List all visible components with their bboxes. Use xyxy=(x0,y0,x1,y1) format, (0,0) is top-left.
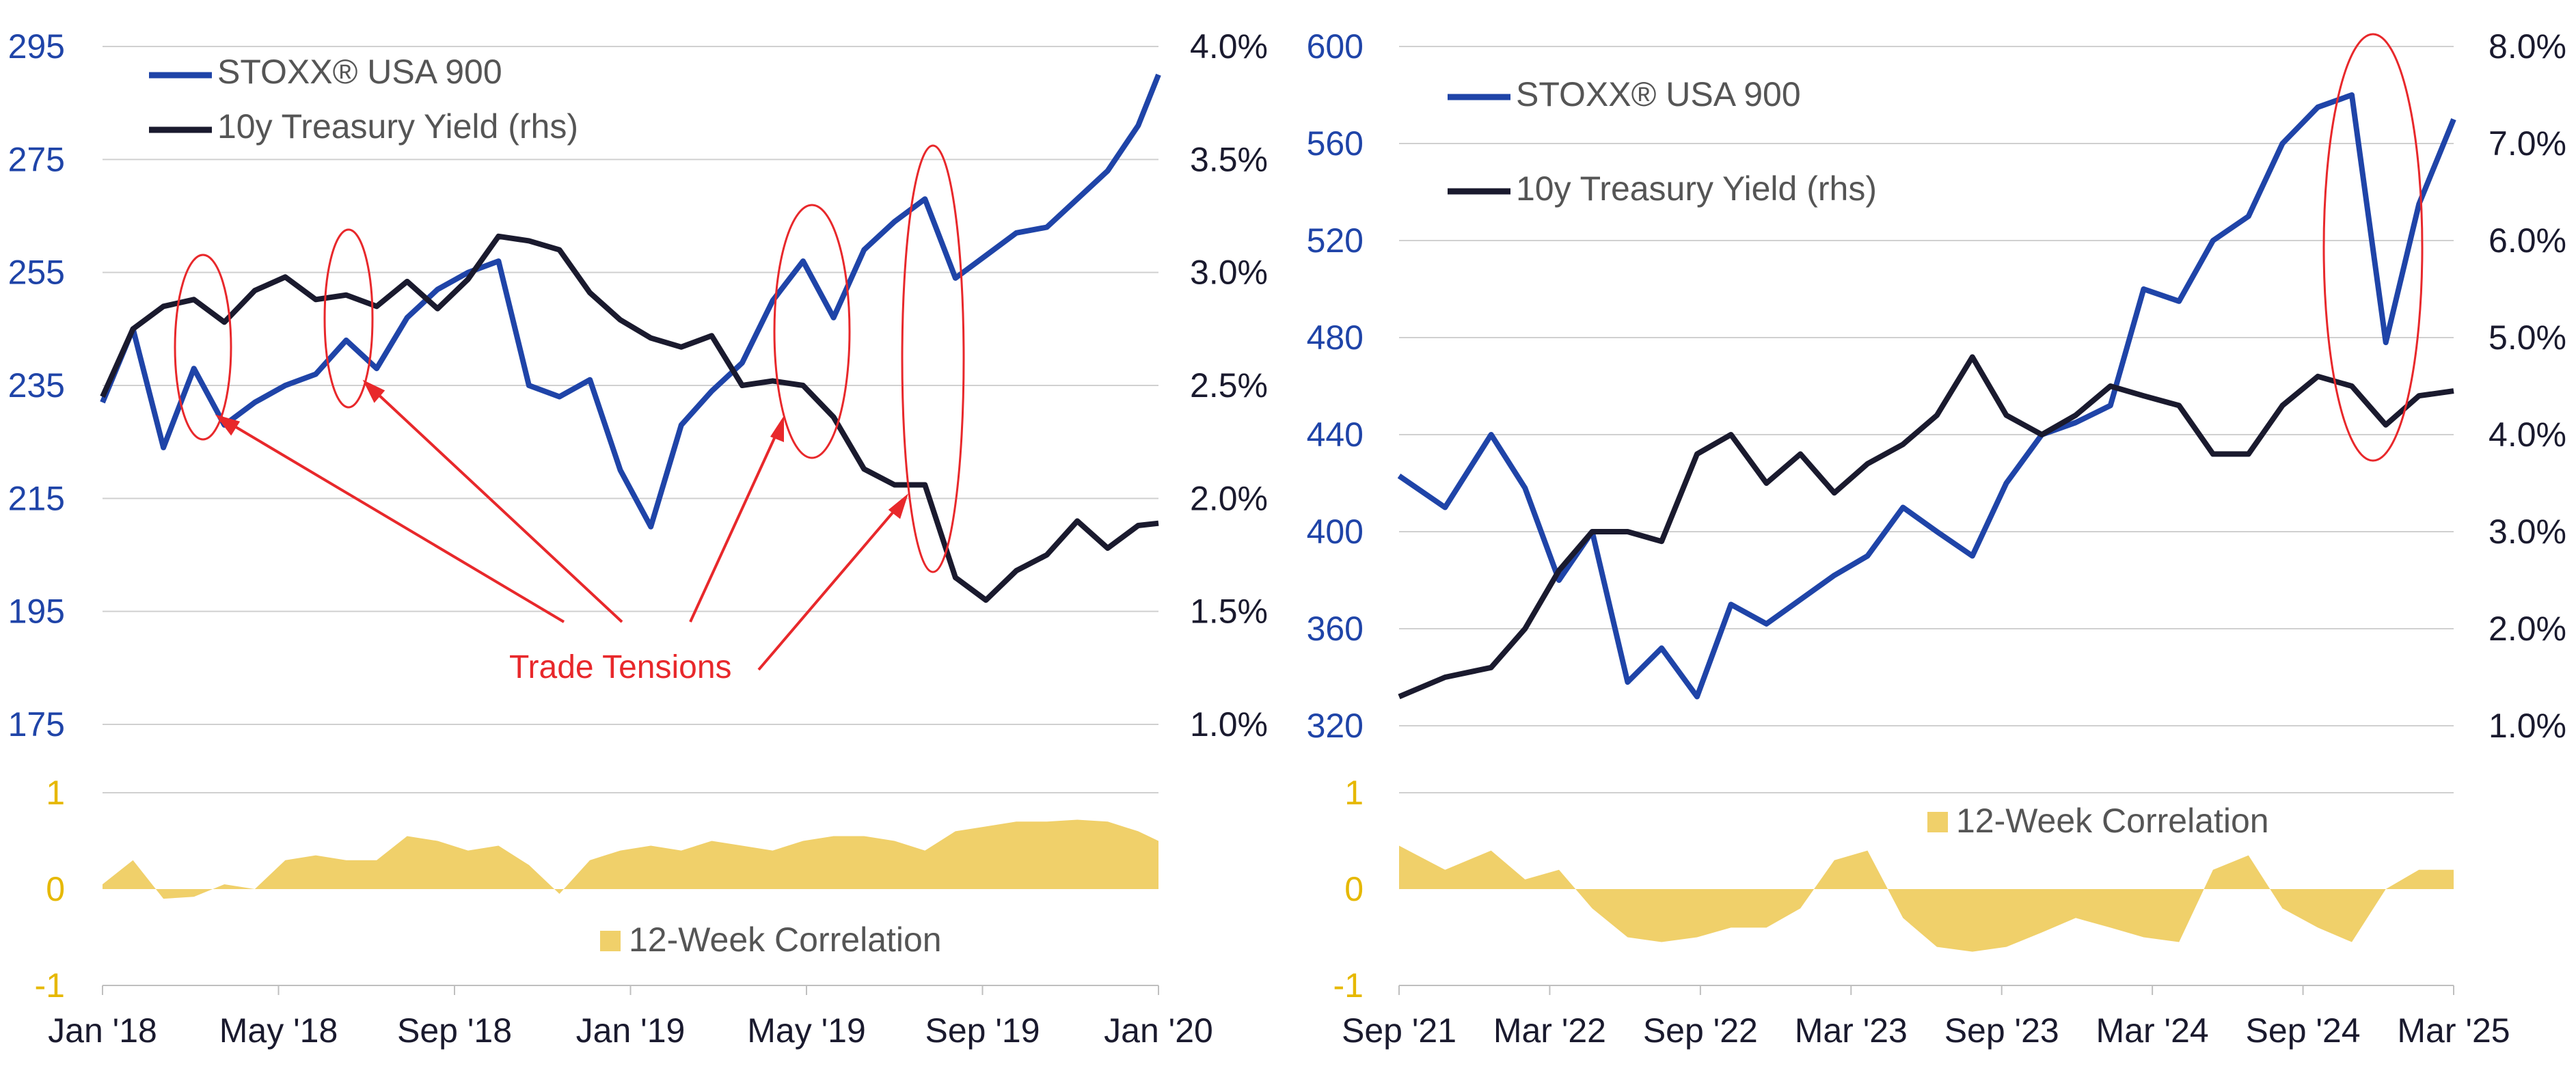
x-tick-label: Jan '19 xyxy=(576,1011,686,1050)
x-tick-label: Mar '25 xyxy=(2397,1011,2510,1050)
right-axis-tick-label: 4.0% xyxy=(2489,415,2566,454)
left-x-axis-ticks: Jan '18 May '18 Sep '18 Jan '19 May '19 Sep '… xyxy=(48,985,1213,1050)
annotation-ellipse-1 xyxy=(174,254,232,441)
yield-line xyxy=(1398,354,2454,700)
right-axis-tick-label: 6.0% xyxy=(2489,221,2566,260)
right-legend-yield-label: 10y Treasury Yield (rhs) xyxy=(1516,169,1877,208)
x-tick-label: Mar '23 xyxy=(1795,1011,1908,1050)
x-tick-label: Sep '22 xyxy=(1643,1011,1758,1050)
correlation-area xyxy=(1399,845,2454,952)
right-axis-tick-label: 5.0% xyxy=(2489,318,2566,357)
left-corr-legend-swatch xyxy=(600,931,621,951)
tariff-annotation xyxy=(2322,33,2424,462)
right-axis-tick-label: 2.0% xyxy=(1190,479,1268,517)
x-tick-label: Jan '20 xyxy=(1104,1011,1213,1050)
x-tick-label: Sep '19 xyxy=(925,1011,1040,1050)
right-axis-tick-label: 3.0% xyxy=(1190,254,1268,292)
left-corr-axis-ticks: 1 0 -1 xyxy=(35,774,65,1005)
annotation-ellipse-3 xyxy=(773,204,851,459)
annotation-arrowhead-1 xyxy=(215,414,241,436)
left-axis-tick-label: 295 xyxy=(8,27,65,66)
annotation-arrow-1 xyxy=(217,415,565,623)
left-axis-right-ticks: 4.0% 3.5% 3.0% 2.5% 2.0% 1.5% 1.0% xyxy=(1190,27,1268,744)
right-corr-legend-label: 12-Week Correlation xyxy=(1956,802,2269,840)
right-axis-tick-label: 3.5% xyxy=(1190,140,1268,178)
corr-axis-tick-label: 0 xyxy=(46,870,65,908)
left-axis-tick-label: 215 xyxy=(8,479,65,517)
corr-axis-tick-label: -1 xyxy=(35,966,65,1005)
right-corr-legend-swatch xyxy=(1927,812,1948,832)
right-axis-tick-label: 2.5% xyxy=(1190,366,1268,405)
left-corr-legend: 12-Week Correlation xyxy=(600,921,942,959)
right-axis-tick-label: 8.0% xyxy=(2489,27,2566,66)
right-axis-right-ticks: 8.0% 7.0% 6.0% 5.0% 4.0% 3.0% 2.0% 1.0% xyxy=(2489,27,2566,745)
right-x-axis-ticks: Sep '21 Mar '22 Sep '22 Mar '23 Sep '23 Mar '… xyxy=(1342,985,2510,1050)
x-tick-label: May '18 xyxy=(219,1011,338,1050)
corr-axis-tick-label: 0 xyxy=(1344,870,1364,908)
x-tick-label: Sep '23 xyxy=(1944,1011,2059,1050)
right-axis-left-ticks: 600 560 520 480 440 400 360 320 xyxy=(1307,27,1364,745)
left-legend-index-label: STOXX® USA 900 xyxy=(217,53,502,91)
annotation-label: Trade Tensions xyxy=(509,649,732,685)
left-panel: 295 275 255 235 215 195 175 4.0% 3.5% 3.0% 2.5% 2.… xyxy=(8,27,1268,1050)
left-legend: STOXX® USA 900 10y Treasury Yield (rhs) xyxy=(149,53,578,146)
x-tick-label: Jan '18 xyxy=(48,1011,157,1050)
right-corr-axis-ticks: 1 0 -1 xyxy=(1333,774,1364,1005)
left-legend-yield-label: 10y Treasury Yield (rhs) xyxy=(217,107,578,146)
right-panel: 600 560 520 480 440 400 360 320 8.0% 7.0% 6.0% 5.0… xyxy=(1307,27,2566,1050)
left-axis-tick-label: 275 xyxy=(8,140,65,178)
left-corr-legend-label: 12-Week Correlation xyxy=(629,921,942,959)
corr-axis-tick-label: 1 xyxy=(1344,774,1364,812)
annotation-ellipse-4 xyxy=(901,144,965,573)
right-axis-tick-label: 1.0% xyxy=(1190,705,1268,744)
x-tick-label: Mar '24 xyxy=(2096,1011,2209,1050)
annotation-arrow-2 xyxy=(364,381,623,623)
left-axis-tick-label: 175 xyxy=(8,705,65,744)
left-axis-tick-label: 235 xyxy=(8,366,65,405)
left-axis-left-ticks: 295 275 255 235 215 195 175 xyxy=(8,27,65,744)
x-tick-label: Sep '24 xyxy=(2246,1011,2361,1050)
right-axis-tick-label: 3.0% xyxy=(2489,513,2566,551)
left-axis-tick-label: 255 xyxy=(8,254,65,292)
left-axis-tick-label: 195 xyxy=(8,592,65,631)
annotation-arrow-3 xyxy=(689,420,784,623)
correlation-area xyxy=(103,819,1158,899)
left-series xyxy=(100,73,1161,899)
right-corr-legend: 12-Week Correlation xyxy=(1927,802,2269,840)
right-axis-tick-label: 1.5% xyxy=(1190,592,1268,631)
right-axis-tick-label: 7.0% xyxy=(2489,124,2566,163)
right-grid xyxy=(1399,46,2454,986)
left-axis-tick-label: 360 xyxy=(1307,610,1364,648)
annotation-ellipse-2 xyxy=(323,228,374,409)
x-tick-label: Mar '22 xyxy=(1493,1011,1606,1050)
right-legend: STOXX® USA 900 10y Treasury Yield (rhs) xyxy=(1448,75,1877,208)
x-tick-label: Sep '21 xyxy=(1342,1011,1456,1050)
left-axis-tick-label: 400 xyxy=(1307,513,1364,551)
annotation-arrow-4 xyxy=(757,496,907,671)
annotation-arrowhead-2 xyxy=(362,379,385,403)
right-axis-tick-label: 2.0% xyxy=(2489,610,2566,648)
left-axis-tick-label: 520 xyxy=(1307,221,1364,260)
left-axis-tick-label: 560 xyxy=(1307,124,1364,163)
annotation-arrowhead-3 xyxy=(770,415,784,442)
left-axis-tick-label: 440 xyxy=(1307,415,1364,454)
right-axis-tick-label: 4.0% xyxy=(1190,27,1268,66)
index-line xyxy=(100,73,1161,530)
x-tick-label: Sep '18 xyxy=(397,1011,512,1050)
annotation-ellipse-5 xyxy=(2322,33,2424,462)
x-tick-label: May '19 xyxy=(747,1011,866,1050)
annotation-arrowhead-4 xyxy=(888,493,908,519)
left-axis-tick-label: 480 xyxy=(1307,318,1364,357)
yield-line xyxy=(100,233,1159,603)
right-axis-tick-label: 1.0% xyxy=(2489,707,2566,745)
corr-axis-tick-label: -1 xyxy=(1333,966,1364,1005)
trade-tensions-annotation: Trade Tensions xyxy=(174,144,965,685)
corr-axis-tick-label: 1 xyxy=(46,774,65,812)
right-legend-index-label: STOXX® USA 900 xyxy=(1516,75,1801,113)
left-axis-tick-label: 600 xyxy=(1307,27,1364,66)
right-series xyxy=(1397,92,2456,952)
left-axis-tick-label: 320 xyxy=(1307,707,1364,745)
